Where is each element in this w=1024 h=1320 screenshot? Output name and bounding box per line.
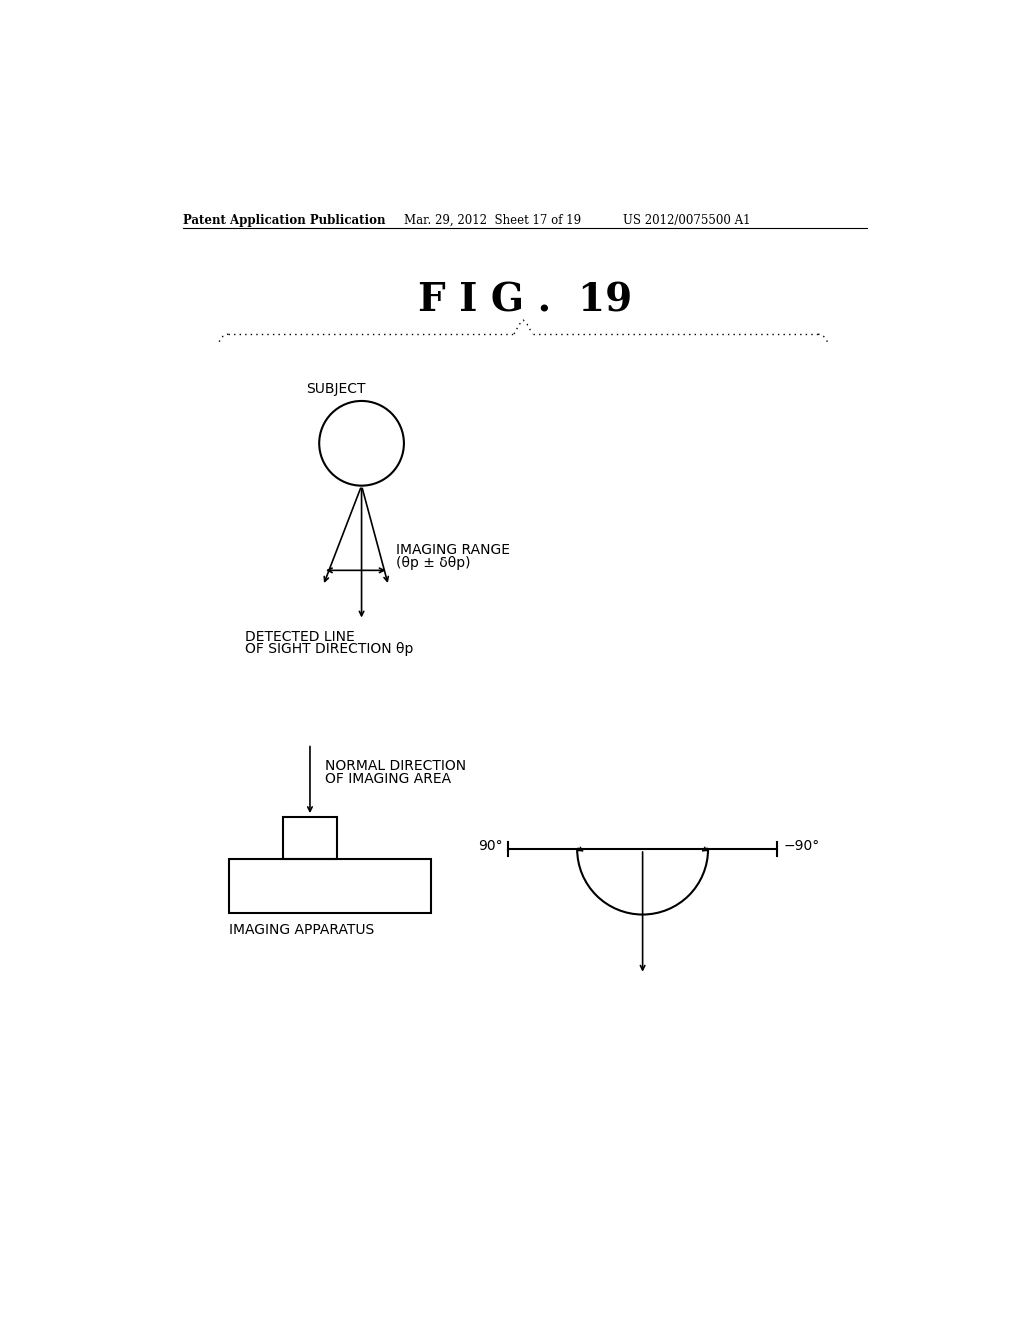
Text: SUBJECT: SUBJECT [306, 381, 366, 396]
Text: Patent Application Publication: Patent Application Publication [183, 214, 385, 227]
Text: F I G .  19: F I G . 19 [418, 282, 632, 319]
Text: DETECTED LINE: DETECTED LINE [245, 630, 354, 644]
Bar [283, 817, 337, 859]
Text: US 2012/0075500 A1: US 2012/0075500 A1 [624, 214, 751, 227]
Text: OF SIGHT DIRECTION θp: OF SIGHT DIRECTION θp [245, 642, 413, 656]
Text: OF IMAGING AREA: OF IMAGING AREA [326, 772, 452, 787]
Bar [229, 859, 431, 913]
Text: Mar. 29, 2012  Sheet 17 of 19: Mar. 29, 2012 Sheet 17 of 19 [403, 214, 581, 227]
Text: (θp ± δθp): (θp ± δθp) [396, 557, 471, 570]
Text: NORMAL DIRECTION: NORMAL DIRECTION [326, 759, 467, 774]
Text: IMAGING APPARATUS: IMAGING APPARATUS [229, 923, 375, 937]
Text: −90°: −90° [783, 840, 820, 853]
Text: IMAGING RANGE: IMAGING RANGE [396, 544, 510, 557]
Text: 90°: 90° [478, 840, 503, 853]
